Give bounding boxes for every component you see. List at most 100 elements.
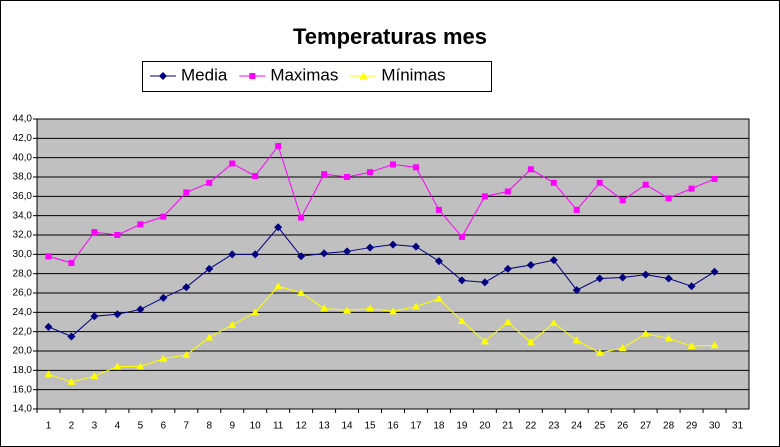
marker xyxy=(389,307,397,315)
marker xyxy=(411,302,420,310)
x-tick-label: 26 xyxy=(617,421,629,432)
marker xyxy=(457,276,466,285)
marker xyxy=(68,260,75,267)
marker xyxy=(113,362,122,370)
y-tick-label: 36,0 xyxy=(13,191,33,202)
marker xyxy=(366,243,375,252)
marker xyxy=(344,174,351,180)
marker xyxy=(228,320,237,328)
marker xyxy=(641,270,650,279)
x-tick-label: 10 xyxy=(250,421,262,432)
marker xyxy=(182,283,191,292)
marker xyxy=(572,336,581,344)
marker xyxy=(573,206,580,213)
x-tick-label: 18 xyxy=(433,421,445,432)
marker xyxy=(687,342,696,350)
y-tick-label: 14,0 xyxy=(13,404,33,415)
y-tick-label: 28,0 xyxy=(13,268,33,279)
marker xyxy=(572,286,581,295)
marker xyxy=(481,193,488,200)
marker xyxy=(205,264,214,273)
marker xyxy=(114,232,121,238)
marker xyxy=(298,214,305,221)
x-tick-label: 17 xyxy=(410,421,422,432)
y-tick-label: 20,0 xyxy=(13,346,33,357)
marker xyxy=(206,179,213,186)
marker xyxy=(297,289,306,296)
marker xyxy=(619,197,626,204)
marker xyxy=(159,72,167,80)
y-tick-label: 16,0 xyxy=(13,384,33,395)
marker xyxy=(252,173,259,180)
marker xyxy=(251,308,260,316)
marker xyxy=(503,318,512,325)
x-tick-label: 3 xyxy=(92,421,98,432)
marker xyxy=(90,372,99,380)
marker xyxy=(113,310,122,319)
marker xyxy=(687,282,696,291)
y-tick-label: 32,0 xyxy=(13,230,33,241)
marker xyxy=(549,318,558,326)
marker xyxy=(596,179,603,186)
marker xyxy=(458,233,465,240)
marker xyxy=(67,332,76,341)
x-tick-label: 7 xyxy=(184,421,190,432)
marker xyxy=(412,164,419,171)
marker xyxy=(274,282,283,290)
marker xyxy=(137,221,144,228)
marker xyxy=(527,166,534,173)
marker xyxy=(665,195,672,202)
chart-title: Temperaturas mes xyxy=(293,24,487,49)
x-tick-label: 23 xyxy=(548,421,560,432)
marker xyxy=(321,171,328,178)
marker xyxy=(618,344,627,352)
marker xyxy=(367,169,374,176)
marker xyxy=(503,264,512,273)
marker xyxy=(595,348,604,356)
x-tick-label: 14 xyxy=(342,421,354,432)
marker xyxy=(228,250,237,259)
x-tick-label: 28 xyxy=(663,421,675,432)
x-tick-label: 4 xyxy=(115,421,121,432)
x-tick-label: 2 xyxy=(69,421,75,432)
y-tick-label: 30,0 xyxy=(13,249,33,260)
marker xyxy=(526,338,535,346)
marker xyxy=(618,273,627,282)
series-line xyxy=(48,145,715,264)
x-tick-label: 31 xyxy=(732,421,744,432)
marker xyxy=(159,354,168,362)
marker xyxy=(480,337,489,345)
x-tick-label: 30 xyxy=(709,421,721,432)
marker xyxy=(550,179,557,186)
y-tick-label: 34,0 xyxy=(13,210,33,221)
y-tick-label: 18,0 xyxy=(13,365,33,376)
marker xyxy=(480,278,489,287)
marker xyxy=(641,329,650,337)
marker xyxy=(457,317,466,325)
marker xyxy=(664,274,673,283)
marker xyxy=(343,306,352,314)
legend-label: Media xyxy=(181,65,228,84)
marker xyxy=(526,260,535,269)
marker xyxy=(710,341,719,349)
x-tick-label: 21 xyxy=(502,421,514,432)
x-tick-label: 29 xyxy=(686,421,698,432)
x-tick-label: 9 xyxy=(229,421,235,432)
legend-label: Mínimas xyxy=(381,65,445,84)
marker xyxy=(275,143,282,150)
plot-border xyxy=(36,118,750,410)
marker xyxy=(435,206,442,213)
y-tick-label: 42,0 xyxy=(13,133,33,144)
marker xyxy=(688,185,695,192)
x-tick-label: 5 xyxy=(138,421,144,432)
x-tick-label: 16 xyxy=(387,421,399,432)
x-tick-label: 22 xyxy=(525,421,537,432)
legend: Media Maximas Mínimas xyxy=(142,61,492,92)
y-tick-label: 40,0 xyxy=(13,152,33,163)
marker xyxy=(434,294,443,302)
marker xyxy=(320,304,329,312)
marker xyxy=(159,293,168,302)
marker xyxy=(44,370,53,378)
legend-box xyxy=(142,61,492,92)
marker xyxy=(642,181,649,188)
